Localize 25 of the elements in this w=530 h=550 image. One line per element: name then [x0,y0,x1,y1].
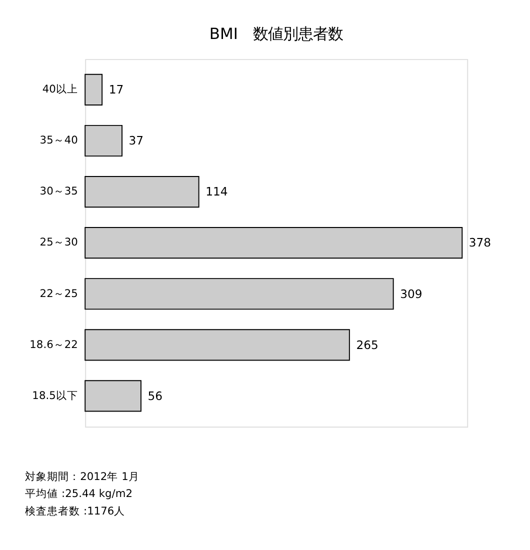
data-label: 37 [128,134,144,148]
chart-title: BMI 数値別患者数 [209,24,343,43]
data-label: 265 [356,338,378,352]
data-label: 17 [108,82,124,97]
text: 対象期間：2012年 1月 [25,470,140,483]
y-tick-label: 40以上 [42,82,78,96]
y-tick-label: 35～40 [40,134,78,147]
y-tick-label: 30～35 [40,184,78,198]
data-label: 56 [148,388,163,403]
bar [84,278,394,310]
text: 検査患者数 :1176人 [25,504,126,518]
y-tick-label: 18.6～22 [30,338,78,351]
data-label: 114 [206,184,228,199]
bar [84,380,142,412]
y-tick-label: 25～30 [40,236,78,249]
y-tick-label: 22～25 [40,286,78,300]
bar [84,176,200,208]
bar [84,74,103,106]
text: 平均値 :25.44 kg/m2 [25,487,132,500]
bar [84,329,350,361]
bar [84,227,463,259]
data-label: 378 [468,236,492,250]
y-tick-label: 18.5以下 [32,388,78,402]
bar [84,124,122,157]
data-label: 309 [400,286,422,301]
